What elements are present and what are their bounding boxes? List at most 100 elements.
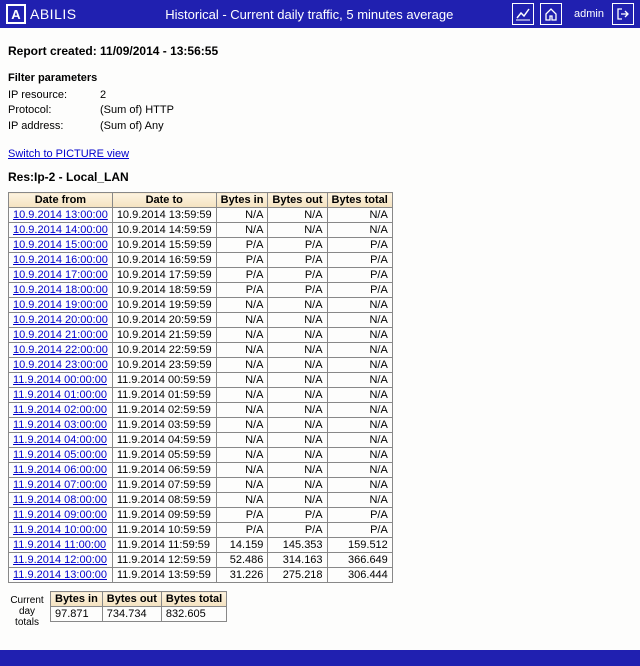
date-from-cell: 10.9.2014 18:00:00 (9, 283, 113, 298)
date-from-link[interactable]: 10.9.2014 23:00:00 (13, 359, 108, 371)
value-cell: N/A (327, 208, 392, 223)
date-from-link[interactable]: 10.9.2014 19:00:00 (13, 299, 108, 311)
value-cell: N/A (268, 478, 327, 493)
value-cell: N/A (268, 418, 327, 433)
value-cell: N/A (216, 493, 268, 508)
filter-label: Protocol: (8, 103, 100, 118)
date-to-cell: 10.9.2014 14:59:59 (112, 223, 216, 238)
totals-col-header: Bytes total (161, 592, 226, 607)
date-from-link[interactable]: 11.9.2014 06:00:00 (13, 464, 107, 476)
date-to-cell: 10.9.2014 22:59:59 (112, 343, 216, 358)
logout-icon[interactable] (612, 3, 634, 25)
table-row: 11.9.2014 02:00:0011.9.2014 02:59:59N/AN… (9, 403, 393, 418)
date-from-link[interactable]: 11.9.2014 13:00:00 (13, 569, 107, 581)
date-from-cell: 10.9.2014 15:00:00 (9, 238, 113, 253)
filter-row: IP address:(Sum of) Any (8, 119, 632, 134)
value-cell: N/A (327, 403, 392, 418)
content-area: Report created: 11/09/2014 - 13:56:55 Fi… (0, 28, 640, 632)
date-from-link[interactable]: 11.9.2014 08:00:00 (13, 494, 107, 506)
date-from-link[interactable]: 10.9.2014 17:00:00 (13, 269, 108, 281)
totals-value-cell: 97.871 (51, 607, 103, 622)
value-cell: N/A (216, 433, 268, 448)
date-from-link[interactable]: 10.9.2014 21:00:00 (13, 329, 108, 341)
value-cell: P/A (216, 253, 268, 268)
logo-icon: A (6, 4, 26, 24)
table-row: 10.9.2014 13:00:0010.9.2014 13:59:59N/AN… (9, 208, 393, 223)
date-from-cell: 10.9.2014 21:00:00 (9, 328, 113, 343)
date-to-cell: 11.9.2014 10:59:59 (112, 523, 216, 538)
date-to-cell: 10.9.2014 17:59:59 (112, 268, 216, 283)
table-row: 11.9.2014 10:00:0011.9.2014 10:59:59P/AP… (9, 523, 393, 538)
date-from-link[interactable]: 11.9.2014 04:00:00 (13, 434, 107, 446)
date-from-link[interactable]: 11.9.2014 07:00:00 (13, 479, 107, 491)
date-from-link[interactable]: 11.9.2014 00:00:00 (13, 374, 107, 386)
date-from-cell: 10.9.2014 23:00:00 (9, 358, 113, 373)
table-row: 10.9.2014 14:00:0010.9.2014 14:59:59N/AN… (9, 223, 393, 238)
date-from-link[interactable]: 11.9.2014 01:00:00 (13, 389, 107, 401)
switch-view-link[interactable]: Switch to PICTURE view (8, 148, 129, 160)
date-from-link[interactable]: 11.9.2014 05:00:00 (13, 449, 107, 461)
value-cell: N/A (216, 343, 268, 358)
value-cell: N/A (327, 223, 392, 238)
traffic-table: Date fromDate toBytes inBytes outBytes t… (8, 192, 393, 583)
value-cell: P/A (327, 268, 392, 283)
value-cell: N/A (327, 358, 392, 373)
value-cell: P/A (327, 253, 392, 268)
table-row: 11.9.2014 08:00:0011.9.2014 08:59:59N/AN… (9, 493, 393, 508)
page-title: Historical - Current daily traffic, 5 mi… (107, 7, 512, 22)
value-cell: 145.353 (268, 538, 327, 553)
date-from-link[interactable]: 10.9.2014 16:00:00 (13, 254, 108, 266)
totals-col-header: Bytes in (51, 592, 103, 607)
date-from-link[interactable]: 11.9.2014 09:00:00 (13, 509, 107, 521)
table-row: 11.9.2014 05:00:0011.9.2014 05:59:59N/AN… (9, 448, 393, 463)
value-cell: P/A (268, 283, 327, 298)
date-from-cell: 11.9.2014 00:00:00 (9, 373, 113, 388)
table-row: 10.9.2014 19:00:0010.9.2014 19:59:59N/AN… (9, 298, 393, 313)
table-row: 10.9.2014 18:00:0010.9.2014 18:59:59P/AP… (9, 283, 393, 298)
home-icon[interactable] (540, 3, 562, 25)
col-header: Date from (9, 193, 113, 208)
value-cell: P/A (216, 268, 268, 283)
date-from-cell: 11.9.2014 10:00:00 (9, 523, 113, 538)
date-from-link[interactable]: 11.9.2014 12:00:00 (13, 554, 107, 566)
date-from-link[interactable]: 11.9.2014 11:00:00 (13, 539, 106, 551)
value-cell: P/A (268, 523, 327, 538)
value-cell: N/A (327, 298, 392, 313)
table-row: 10.9.2014 15:00:0010.9.2014 15:59:59P/AP… (9, 238, 393, 253)
date-from-link[interactable]: 10.9.2014 15:00:00 (13, 239, 108, 251)
date-from-link[interactable]: 11.9.2014 10:00:00 (13, 524, 107, 536)
date-from-link[interactable]: 10.9.2014 22:00:00 (13, 344, 108, 356)
date-to-cell: 11.9.2014 00:59:59 (112, 373, 216, 388)
value-cell: 314.163 (268, 553, 327, 568)
date-to-cell: 10.9.2014 13:59:59 (112, 208, 216, 223)
value-cell: 306.444 (327, 568, 392, 583)
date-from-link[interactable]: 10.9.2014 20:00:00 (13, 314, 108, 326)
value-cell: N/A (327, 313, 392, 328)
filter-label: IP resource: (8, 88, 100, 103)
value-cell: N/A (268, 493, 327, 508)
value-cell: N/A (327, 328, 392, 343)
date-from-link[interactable]: 10.9.2014 18:00:00 (13, 284, 108, 296)
date-from-link[interactable]: 11.9.2014 02:00:00 (13, 404, 107, 416)
date-from-link[interactable]: 10.9.2014 13:00:00 (13, 209, 108, 221)
date-from-link[interactable]: 10.9.2014 14:00:00 (13, 224, 108, 236)
date-from-link[interactable]: 11.9.2014 03:00:00 (13, 419, 107, 431)
table-row: 11.9.2014 01:00:0011.9.2014 01:59:59N/AN… (9, 388, 393, 403)
value-cell: N/A (216, 328, 268, 343)
filter-row: IP resource:2 (8, 88, 632, 103)
table-row: 11.9.2014 09:00:0011.9.2014 09:59:59P/AP… (9, 508, 393, 523)
chart-icon[interactable] (512, 3, 534, 25)
value-cell: N/A (216, 388, 268, 403)
table-row: 11.9.2014 07:00:0011.9.2014 07:59:59N/AN… (9, 478, 393, 493)
date-to-cell: 10.9.2014 20:59:59 (112, 313, 216, 328)
filter-value: (Sum of) Any (100, 119, 164, 134)
date-from-cell: 11.9.2014 08:00:00 (9, 493, 113, 508)
value-cell: N/A (327, 433, 392, 448)
value-cell: N/A (268, 448, 327, 463)
table-row: 10.9.2014 21:00:0010.9.2014 21:59:59N/AN… (9, 328, 393, 343)
value-cell: N/A (216, 358, 268, 373)
value-cell: P/A (327, 283, 392, 298)
date-from-cell: 11.9.2014 02:00:00 (9, 403, 113, 418)
value-cell: P/A (327, 508, 392, 523)
value-cell: N/A (327, 418, 392, 433)
